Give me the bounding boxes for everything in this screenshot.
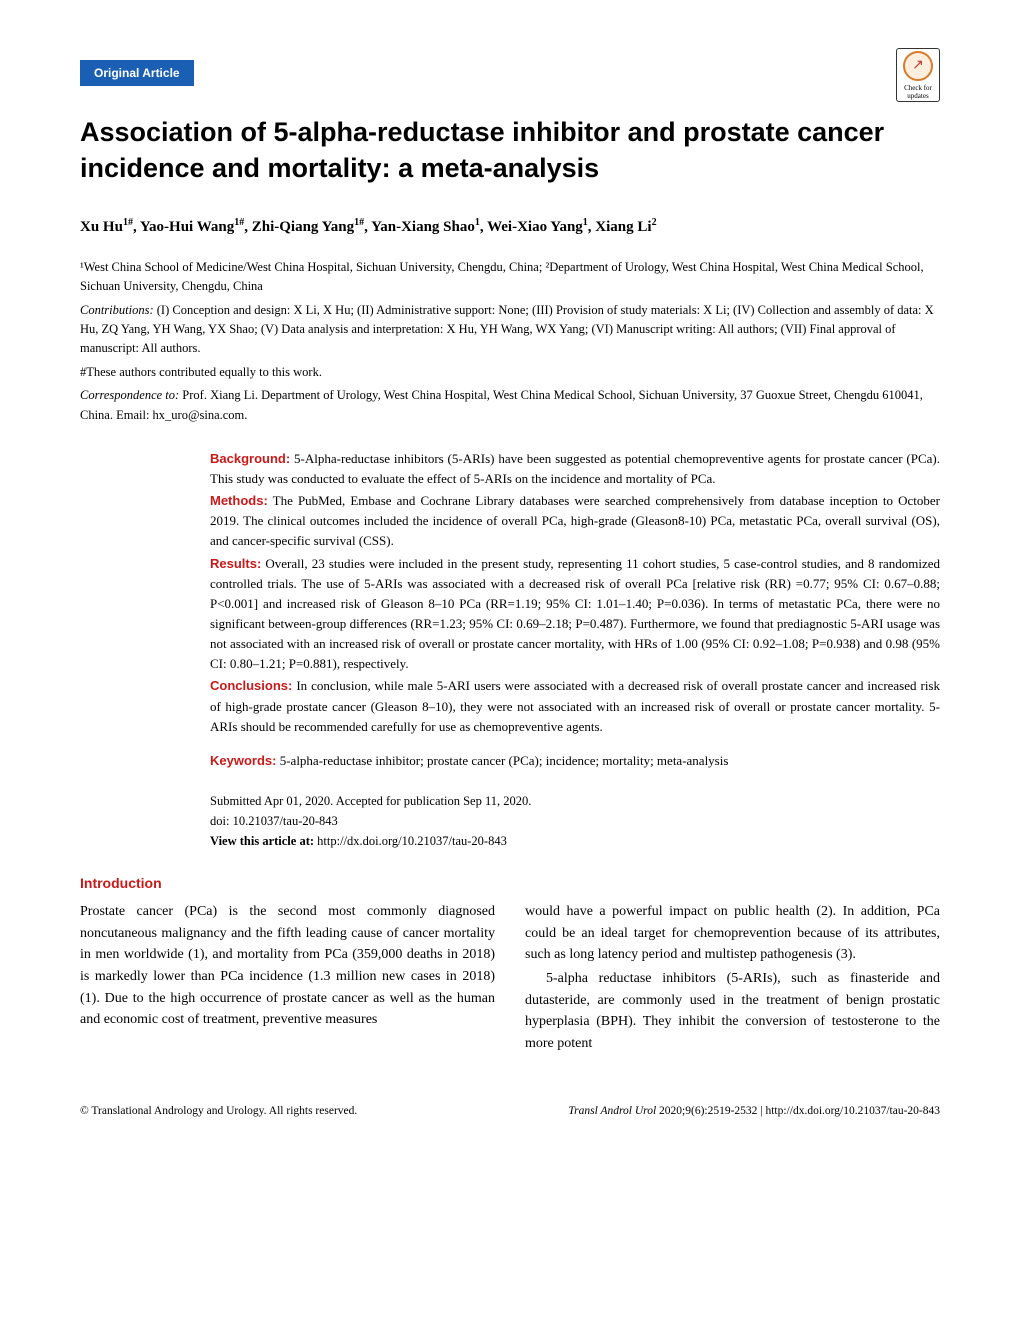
methods-label: Methods: <box>210 493 268 508</box>
correspondence: Correspondence to: Prof. Xiang Li. Depar… <box>80 386 940 425</box>
background-label: Background: <box>210 451 290 466</box>
doi-line: doi: 10.21037/tau-20-843 <box>210 811 940 831</box>
contributions-label: Contributions: <box>80 303 154 317</box>
authors-list: Xu Hu1#, Yao-Hui Wang1#, Zhi-Qiang Yang1… <box>80 217 940 236</box>
intro-paragraph-2b: 5-alpha reductase inhibitors (5-ARIs), s… <box>525 968 940 1055</box>
intro-paragraph-2a: would have a powerful impact on public h… <box>525 901 940 966</box>
abstract-background: Background: 5-Alpha-reductase inhibitors… <box>210 449 940 489</box>
body-column-left: Prostate cancer (PCa) is the second most… <box>80 901 495 1055</box>
check-updates-badge[interactable]: ↗ Check for updates <box>896 48 940 102</box>
correspondence-text: Prof. Xiang Li. Department of Urology, W… <box>80 388 923 421</box>
article-title: Association of 5-alpha-reductase inhibit… <box>80 114 940 187</box>
correspondence-label: Correspondence to: <box>80 388 179 402</box>
abstract-results: Results: Overall, 23 studies were includ… <box>210 554 940 675</box>
article-category-tag: Original Article <box>80 60 194 86</box>
footer-copyright: © Translational Andrology and Urology. A… <box>80 1105 510 1117</box>
background-text: 5-Alpha-reductase inhibitors (5-ARIs) ha… <box>210 451 940 486</box>
submission-meta: Submitted Apr 01, 2020. Accepted for pub… <box>210 791 940 851</box>
submitted-line: Submitted Apr 01, 2020. Accepted for pub… <box>210 791 940 811</box>
affiliations: ¹West China School of Medicine/West Chin… <box>80 258 940 297</box>
abstract-conclusions: Conclusions: In conclusion, while male 5… <box>210 676 940 736</box>
abstract-block: Background: 5-Alpha-reductase inhibitors… <box>210 449 940 851</box>
page-footer: © Translational Andrology and Urology. A… <box>80 1105 940 1117</box>
footer-pages: 2020;9(6):2519-2532 | http://dx.doi.org/… <box>659 1105 940 1117</box>
keywords-text: 5-alpha-reductase inhibitor; prostate ca… <box>276 753 728 768</box>
methods-text: The PubMed, Embase and Cochrane Library … <box>210 493 940 548</box>
equal-contribution-note: #These authors contributed equally to th… <box>80 363 940 382</box>
footer-journal: Transl Androl Urol <box>568 1105 659 1117</box>
footer-citation: Transl Androl Urol 2020;9(6):2519-2532 |… <box>510 1105 940 1117</box>
intro-paragraph-1: Prostate cancer (PCa) is the second most… <box>80 904 495 1027</box>
keywords: Keywords: 5-alpha-reductase inhibitor; p… <box>210 751 940 771</box>
keywords-label: Keywords: <box>210 753 276 768</box>
results-label: Results: <box>210 556 261 571</box>
body-column-right: would have a powerful impact on public h… <box>525 901 940 1055</box>
contributions: Contributions: (I) Conception and design… <box>80 301 940 359</box>
contributions-text: (I) Conception and design: X Li, X Hu; (… <box>80 303 934 356</box>
introduction-heading: Introduction <box>80 875 940 891</box>
view-article-label: View this article at: <box>210 834 314 848</box>
body-columns: Prostate cancer (PCa) is the second most… <box>80 901 940 1055</box>
conclusions-text: In conclusion, while male 5-ARI users we… <box>210 678 940 733</box>
updates-label: Check for updates <box>897 84 939 100</box>
view-article-url[interactable]: http://dx.doi.org/10.21037/tau-20-843 <box>314 834 507 848</box>
results-text: Overall, 23 studies were included in the… <box>210 556 940 672</box>
abstract-methods: Methods: The PubMed, Embase and Cochrane… <box>210 491 940 551</box>
updates-icon: ↗ <box>903 51 933 81</box>
conclusions-label: Conclusions: <box>210 678 292 693</box>
